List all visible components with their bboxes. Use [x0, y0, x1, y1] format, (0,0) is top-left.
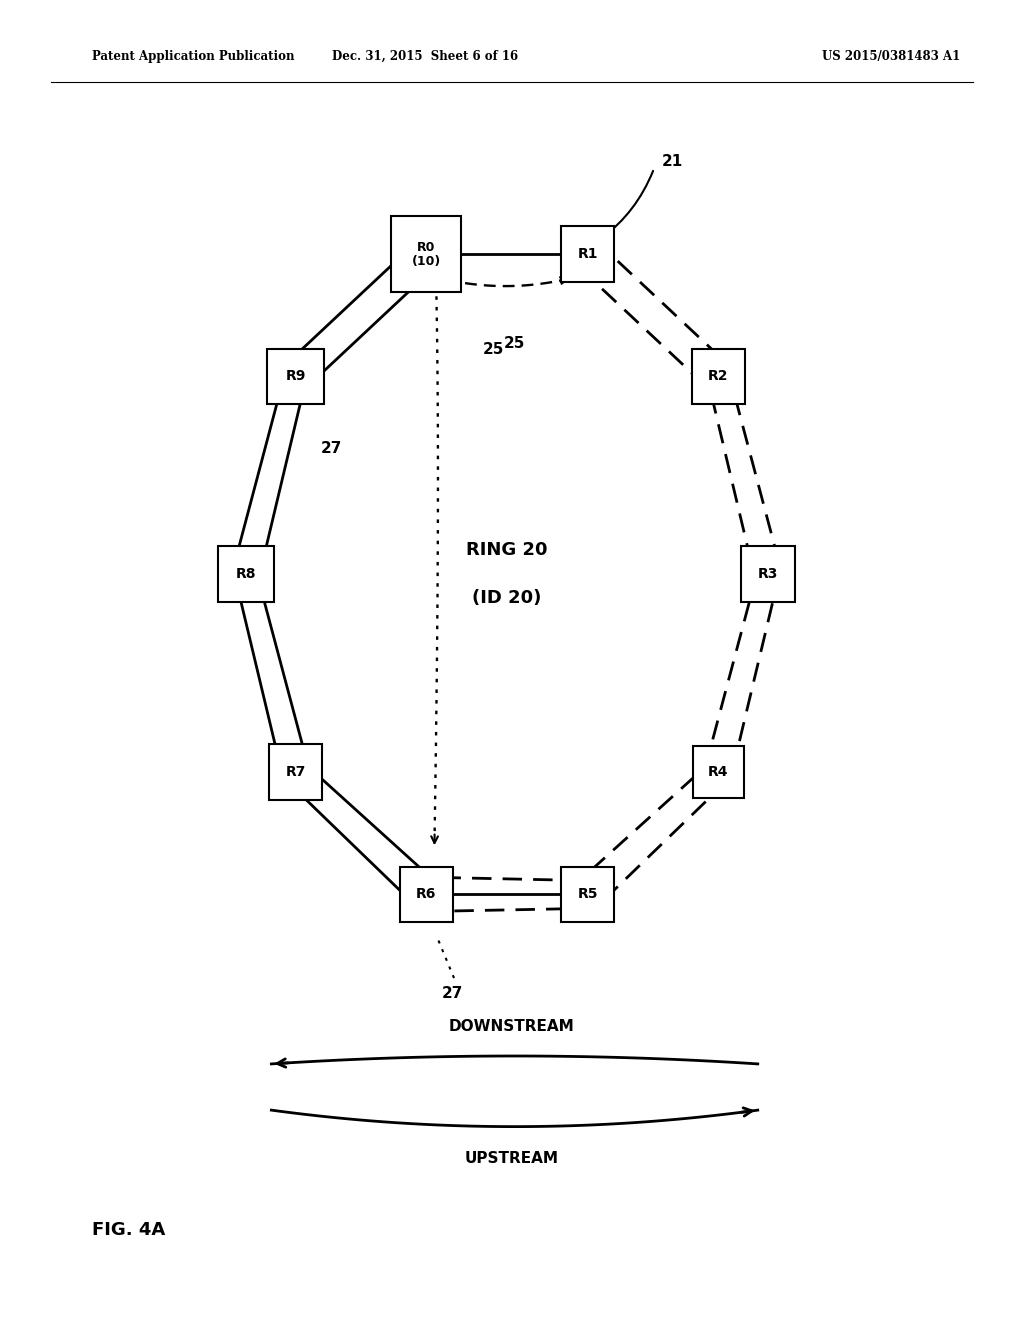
Text: Patent Application Publication: Patent Application Publication — [92, 50, 295, 63]
Text: R1: R1 — [578, 247, 598, 261]
Text: UPSTREAM: UPSTREAM — [465, 1151, 559, 1167]
FancyBboxPatch shape — [561, 226, 614, 281]
FancyBboxPatch shape — [391, 215, 461, 292]
Text: R5: R5 — [578, 887, 598, 902]
FancyBboxPatch shape — [692, 746, 743, 799]
FancyBboxPatch shape — [269, 744, 323, 800]
Text: R2: R2 — [708, 370, 728, 383]
FancyBboxPatch shape — [267, 348, 324, 404]
FancyBboxPatch shape — [399, 867, 453, 923]
Text: 27: 27 — [441, 986, 463, 1001]
FancyBboxPatch shape — [217, 546, 274, 602]
Text: 21: 21 — [662, 154, 683, 169]
Text: 25: 25 — [482, 342, 504, 356]
Text: R4: R4 — [708, 766, 728, 779]
FancyBboxPatch shape — [691, 348, 744, 404]
Text: R9: R9 — [286, 370, 306, 383]
Text: R8: R8 — [236, 568, 256, 581]
Text: 25: 25 — [504, 337, 525, 351]
Text: R7: R7 — [286, 766, 306, 779]
Text: 27: 27 — [322, 441, 343, 457]
Text: (ID 20): (ID 20) — [472, 589, 542, 607]
FancyBboxPatch shape — [741, 546, 795, 602]
Text: R0
(10): R0 (10) — [412, 240, 440, 268]
Text: US 2015/0381483 A1: US 2015/0381483 A1 — [821, 50, 961, 63]
Text: FIG. 4A: FIG. 4A — [92, 1221, 166, 1239]
FancyBboxPatch shape — [561, 867, 614, 923]
Text: DOWNSTREAM: DOWNSTREAM — [450, 1019, 574, 1035]
Text: R3: R3 — [758, 568, 778, 581]
Text: R6: R6 — [416, 887, 436, 902]
Text: Dec. 31, 2015  Sheet 6 of 16: Dec. 31, 2015 Sheet 6 of 16 — [332, 50, 518, 63]
Text: RING 20: RING 20 — [466, 541, 548, 560]
